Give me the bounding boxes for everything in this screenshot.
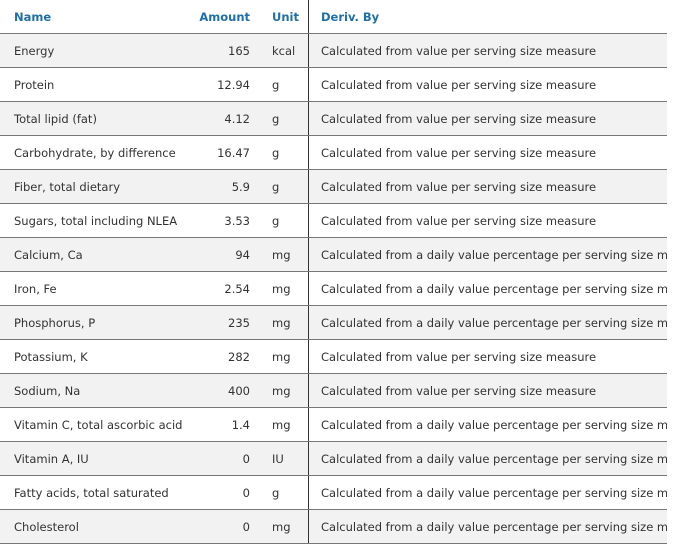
cell-derivation: Calculated from a daily value percentage…	[308, 237, 667, 272]
cell-name: Sugars, total including NLEA	[0, 203, 190, 238]
cell-derivation: Calculated from value per serving size m…	[308, 67, 667, 102]
cell-amount: 0	[190, 509, 258, 544]
cell-unit: mg	[258, 305, 309, 340]
cell-unit: IU	[258, 441, 309, 476]
cell-unit: mg	[258, 237, 309, 272]
cell-amount: 2.54	[190, 271, 258, 306]
cell-unit: g	[258, 169, 309, 204]
cell-amount: 5.9	[190, 169, 258, 204]
cell-amount: 3.53	[190, 203, 258, 238]
cell-amount: 1.4	[190, 407, 258, 442]
cell-name: Fiber, total dietary	[0, 169, 190, 204]
nutrient-table: Name Amount Unit Deriv. By Energy 165 kcal Cal…	[0, 0, 667, 544]
cell-unit: mg	[258, 407, 309, 442]
cell-unit: g	[258, 135, 309, 170]
table-header: Name Amount Unit Deriv. By	[0, 0, 667, 34]
cell-unit: mg	[258, 373, 309, 408]
cell-name: Sodium, Na	[0, 373, 190, 408]
table-body: Energy 165 kcal Calculated from value per s…	[0, 33, 667, 544]
cell-amount: 400	[190, 373, 258, 408]
cell-amount: 4.12	[190, 101, 258, 136]
cell-amount: 16.47	[190, 135, 258, 170]
cell-unit: mg	[258, 509, 309, 544]
cell-unit: kcal	[258, 33, 309, 68]
table-row: Calcium, Ca 94 mg Calculated from a daily v…	[0, 237, 667, 272]
table-row: Sodium, Na 400 mg Calculated from value per…	[0, 373, 667, 408]
cell-derivation: Calculated from a daily value percentage…	[308, 305, 667, 340]
table-row: Vitamin C, total ascorbic acid 1.4 mg Calcu…	[0, 407, 667, 442]
table-row: Cholesterol 0 mg Calculated from a daily va…	[0, 509, 667, 544]
cell-name: Carbohydrate, by difference	[0, 135, 190, 170]
cell-name: Protein	[0, 67, 190, 102]
cell-name: Energy	[0, 33, 190, 68]
cell-derivation: Calculated from value per serving size m…	[308, 373, 667, 408]
cell-name: Cholesterol	[0, 509, 190, 544]
cell-derivation: Calculated from a daily value percentage…	[308, 475, 667, 510]
table-row: Fatty acids, total saturated 0 g Calculated…	[0, 475, 667, 510]
cell-unit: g	[258, 475, 309, 510]
cell-amount: 235	[190, 305, 258, 340]
cell-derivation: Calculated from a daily value percentage…	[308, 271, 667, 306]
cell-derivation: Calculated from value per serving size m…	[308, 135, 667, 170]
header-amount: Amount	[190, 0, 258, 34]
cell-unit: mg	[258, 271, 309, 306]
table-row: Total lipid (fat) 4.12 g Calculated from va…	[0, 101, 667, 136]
cell-derivation: Calculated from a daily value percentage…	[308, 441, 667, 476]
header-unit: Unit	[258, 0, 309, 34]
header-derivation: Deriv. By	[308, 0, 667, 34]
cell-amount: 282	[190, 339, 258, 374]
cell-name: Vitamin C, total ascorbic acid	[0, 407, 190, 442]
table-row: Vitamin A, IU 0 IU Calculated from a daily …	[0, 441, 667, 476]
table-row: Potassium, K 282 mg Calculated from value p…	[0, 339, 667, 374]
table-row: Energy 165 kcal Calculated from value per s…	[0, 33, 667, 68]
cell-name: Total lipid (fat)	[0, 101, 190, 136]
cell-derivation: Calculated from value per serving size m…	[308, 101, 667, 136]
cell-name: Vitamin A, IU	[0, 441, 190, 476]
table-row: Sugars, total including NLEA 3.53 g Calcula…	[0, 203, 667, 238]
cell-name: Fatty acids, total saturated	[0, 475, 190, 510]
cell-amount: 94	[190, 237, 258, 272]
cell-amount: 0	[190, 441, 258, 476]
cell-name: Phosphorus, P	[0, 305, 190, 340]
table-row: Phosphorus, P 235 mg Calculated from a dail…	[0, 305, 667, 340]
cell-derivation: Calculated from a daily value percentage…	[308, 509, 667, 544]
cell-unit: g	[258, 203, 309, 238]
cell-amount: 12.94	[190, 67, 258, 102]
cell-name: Potassium, K	[0, 339, 190, 374]
cell-name: Calcium, Ca	[0, 237, 190, 272]
cell-unit: g	[258, 101, 309, 136]
table-row: Carbohydrate, by difference 16.47 g Calcula…	[0, 135, 667, 170]
table-row: Iron, Fe 2.54 mg Calculated from a daily va…	[0, 271, 667, 306]
cell-derivation: Calculated from value per serving size m…	[308, 339, 667, 374]
table-row: Fiber, total dietary 5.9 g Calculated from …	[0, 169, 667, 204]
cell-derivation: Calculated from value per serving size m…	[308, 203, 667, 238]
cell-name: Iron, Fe	[0, 271, 190, 306]
cell-unit: mg	[258, 339, 309, 374]
cell-amount: 165	[190, 33, 258, 68]
cell-unit: g	[258, 67, 309, 102]
cell-amount: 0	[190, 475, 258, 510]
header-row: Name Amount Unit Deriv. By	[0, 0, 667, 34]
header-name: Name	[0, 0, 190, 34]
cell-derivation: Calculated from a daily value percentage…	[308, 407, 667, 442]
table-row: Protein 12.94 g Calculated from value per s…	[0, 67, 667, 102]
cell-derivation: Calculated from value per serving size m…	[308, 169, 667, 204]
cell-derivation: Calculated from value per serving size m…	[308, 33, 667, 68]
